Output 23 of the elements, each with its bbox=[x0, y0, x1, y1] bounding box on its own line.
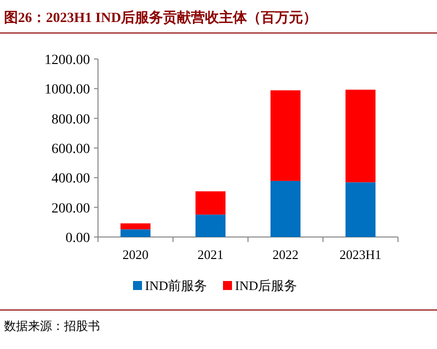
y-tick-label: 600.00 bbox=[52, 142, 90, 157]
source-note: 数据来源：招股书 bbox=[4, 319, 100, 333]
y-tick-label: 1000.00 bbox=[44, 82, 90, 98]
bar bbox=[346, 90, 376, 182]
bar bbox=[196, 214, 226, 237]
bar bbox=[270, 180, 300, 237]
x-tick-label: 2022 bbox=[272, 247, 298, 262]
x-tick-label: 2020 bbox=[122, 247, 148, 262]
chart-title: 图26：2023H1 IND后服务贡献营收主体（百万元） bbox=[4, 9, 318, 26]
bar bbox=[346, 182, 376, 237]
x-tick-label: 2023H1 bbox=[340, 247, 382, 262]
bar bbox=[196, 191, 226, 215]
bar bbox=[120, 223, 150, 230]
bar bbox=[270, 90, 300, 181]
legend-label: IND前服务 bbox=[145, 278, 208, 293]
x-tick-label: 2021 bbox=[198, 247, 224, 262]
y-tick-label: 400.00 bbox=[52, 172, 90, 187]
y-tick-label: 0.00 bbox=[66, 231, 90, 246]
bar bbox=[120, 229, 150, 237]
y-tick-label: 1200.00 bbox=[44, 53, 90, 68]
y-tick-label: 200.00 bbox=[52, 201, 90, 216]
y-tick-label: 800.00 bbox=[52, 112, 90, 128]
legend-label: IND后服务 bbox=[235, 278, 298, 293]
